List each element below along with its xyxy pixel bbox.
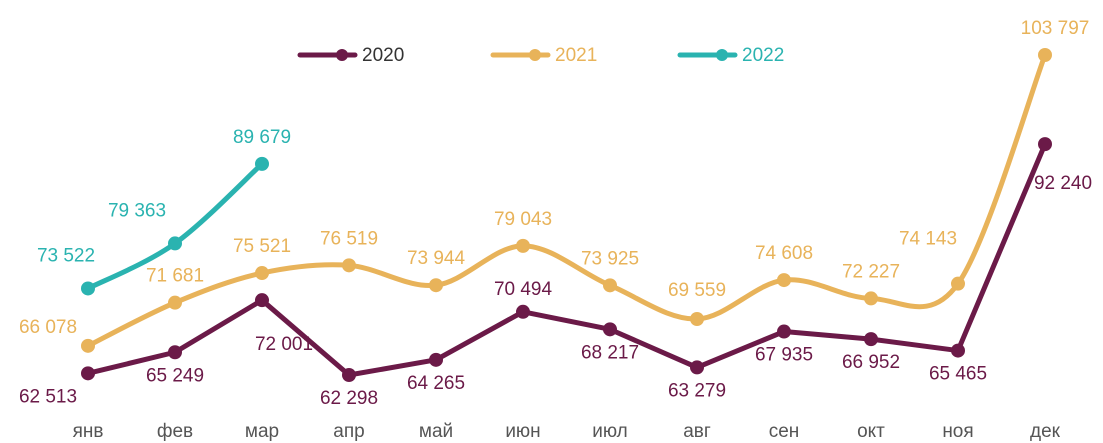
data-point — [81, 281, 95, 296]
data-point — [690, 360, 704, 375]
data-point — [864, 332, 878, 347]
data-point — [864, 291, 878, 306]
data-label: 66 078 — [19, 317, 77, 338]
data-label: 68 217 — [581, 342, 639, 363]
data-point — [168, 295, 182, 310]
data-point — [777, 324, 791, 339]
data-label: 65 465 — [929, 364, 987, 385]
data-point — [342, 368, 356, 382]
data-label: 103 797 — [1021, 18, 1090, 39]
data-label: 70 494 — [494, 279, 553, 300]
data-label: 73 522 — [37, 245, 95, 266]
data-label: 69 559 — [668, 280, 726, 301]
legend-label: 2020 — [362, 45, 404, 66]
data-point — [516, 238, 530, 253]
legend-dot — [716, 49, 728, 61]
x-tick-label: май — [419, 421, 453, 442]
data-label: 71 681 — [146, 266, 204, 287]
series-line — [86, 54, 1048, 349]
data-point — [516, 304, 530, 319]
x-tick-label: ноя — [942, 421, 973, 442]
x-tick-label: фев — [157, 421, 193, 442]
x-tick-label: окт — [857, 421, 885, 442]
x-tick-label: авг — [683, 421, 711, 442]
data-point — [603, 322, 617, 337]
data-point — [81, 338, 95, 353]
data-label: 62 298 — [320, 388, 378, 409]
data-point — [168, 236, 182, 251]
data-label: 65 249 — [146, 365, 204, 386]
data-label: 67 935 — [755, 345, 813, 366]
data-point — [1038, 48, 1052, 62]
data-label: 74 608 — [755, 243, 813, 264]
data-label: 62 513 — [19, 386, 77, 407]
data-point — [951, 276, 965, 291]
x-tick-label: июн — [505, 421, 540, 442]
data-label: 66 952 — [842, 352, 900, 373]
series-line — [87, 143, 1048, 378]
data-point — [255, 266, 269, 281]
data-label: 74 143 — [899, 229, 957, 250]
data-label: 89 679 — [233, 127, 291, 148]
legend-dot — [529, 49, 541, 61]
data-label: 73 944 — [407, 248, 466, 269]
data-point — [342, 258, 356, 273]
x-tick-label: дек — [1030, 421, 1061, 442]
data-label: 76 519 — [320, 228, 378, 249]
data-point — [429, 278, 443, 293]
data-point — [81, 366, 95, 381]
data-label: 79 363 — [108, 200, 166, 221]
data-label: 64 265 — [407, 373, 465, 394]
legend-label: 2022 — [742, 45, 784, 66]
data-label: 92 240 — [1034, 173, 1092, 194]
x-tick-label: сен — [769, 421, 800, 442]
data-point — [255, 156, 269, 171]
data-label: 72 001 — [255, 334, 313, 355]
data-label: 75 521 — [233, 236, 291, 257]
data-point — [429, 352, 443, 367]
data-point — [777, 273, 791, 288]
x-tick-label: мар — [245, 421, 279, 442]
x-tick-label: июл — [592, 421, 628, 442]
data-point — [603, 278, 617, 293]
data-point — [255, 293, 269, 308]
data-point — [690, 312, 704, 327]
x-tick-label: апр — [333, 421, 364, 442]
data-label: 79 043 — [494, 209, 552, 230]
data-label: 63 279 — [668, 380, 726, 401]
data-label: 73 925 — [581, 248, 639, 269]
legend-label: 2021 — [555, 45, 597, 66]
data-label: 72 227 — [842, 261, 900, 282]
x-tick-label: янв — [73, 421, 104, 442]
data-point — [168, 345, 182, 360]
legend-dot — [336, 49, 348, 61]
data-point — [951, 343, 965, 358]
data-point — [1038, 137, 1052, 152]
